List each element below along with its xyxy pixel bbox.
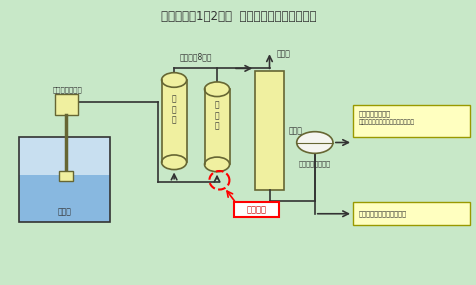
Ellipse shape bbox=[204, 157, 229, 172]
Text: １
～
４: １ ～ ４ bbox=[171, 95, 176, 125]
Bar bbox=[19, 137, 109, 175]
Text: １、２号機海水管: １、２号機海水管 bbox=[358, 111, 390, 117]
Text: ５
～
８: ５ ～ ８ bbox=[214, 101, 219, 130]
Text: １、２号機循環水ポンプ潤滑水配管: １、２号機循環水ポンプ潤滑水配管 bbox=[358, 120, 414, 125]
Bar bbox=[19, 175, 109, 222]
Text: 電解海水ポンプ: 電解海水ポンプ bbox=[52, 86, 82, 93]
Text: 脱気筒: 脱気筒 bbox=[288, 126, 302, 135]
Bar bbox=[19, 137, 109, 222]
Ellipse shape bbox=[204, 82, 229, 97]
Text: １、２号機海水取水管先端: １、２号機海水取水管先端 bbox=[358, 210, 406, 217]
Bar bbox=[161, 80, 186, 162]
Ellipse shape bbox=[161, 155, 186, 170]
Ellipse shape bbox=[161, 73, 186, 87]
Bar bbox=[204, 89, 229, 164]
Text: 伊方発電所1、2号機  海水電解装置概略系統図: 伊方発電所1、2号機 海水電解装置概略系統図 bbox=[160, 10, 316, 23]
Text: 電解槽（8槽）: 電解槽（8槽） bbox=[179, 52, 211, 61]
Text: 大気へ: 大気へ bbox=[276, 50, 290, 59]
Circle shape bbox=[296, 132, 332, 153]
Text: 電解液注入ポンプ: 電解液注入ポンプ bbox=[298, 160, 330, 167]
Bar bbox=[55, 94, 78, 115]
Bar bbox=[233, 202, 278, 217]
Text: 取水口: 取水口 bbox=[57, 207, 71, 216]
Text: 当該箇所: 当該箇所 bbox=[246, 205, 266, 214]
Bar bbox=[352, 202, 469, 225]
Bar bbox=[59, 171, 73, 181]
Bar bbox=[352, 105, 469, 137]
Bar bbox=[255, 71, 283, 190]
